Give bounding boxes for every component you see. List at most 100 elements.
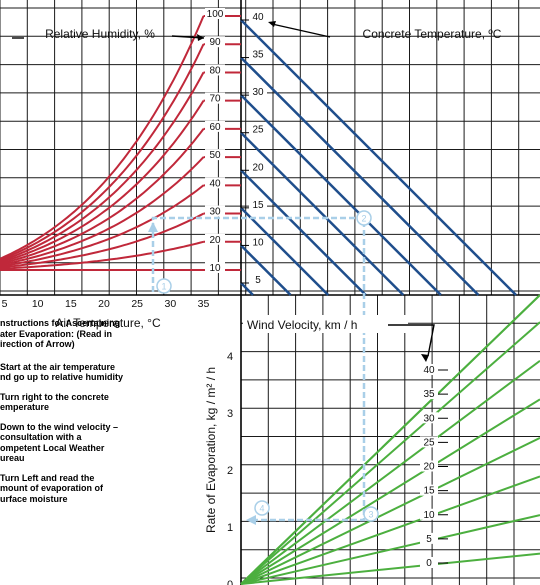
- rh-curve: [0, 128, 205, 265]
- concrete-temp-tick-label: 10: [252, 237, 264, 248]
- wind-tick-bg: [420, 557, 438, 568]
- rh-tick-label: 40: [209, 178, 221, 189]
- rh-tick-label: 10: [209, 263, 221, 274]
- concrete-temp-line: [240, 56, 480, 296]
- air-temp-tick-label: 5: [2, 298, 8, 310]
- concrete-tick-bg: [249, 198, 267, 210]
- evaporation-axis-label: Rate of Evaporation, kg / m² / h: [204, 367, 218, 533]
- wind-tick-bg: [420, 484, 438, 496]
- wind-tick-bg: [420, 388, 438, 400]
- rh-curve: [0, 184, 205, 268]
- wind-tick-bg: [420, 436, 438, 448]
- wind-label-arrowhead: [421, 354, 429, 362]
- rh-tick-bg: [205, 8, 225, 19]
- wind-velocity-line: [240, 359, 540, 585]
- wind-tick-bg: [420, 460, 438, 472]
- example-path: 1 2 3 4: [148, 210, 379, 525]
- rh-axis-label: Relative Humidity, %: [45, 27, 155, 41]
- concrete-temp-tick-label: 15: [252, 200, 264, 211]
- wind-tick-bg: [420, 508, 438, 520]
- wind-velocity-tick-label: 5: [426, 534, 432, 545]
- relative-humidity-curves: [0, 15, 241, 271]
- rh-tick-bg: [205, 120, 225, 132]
- rh-curve: [0, 156, 205, 267]
- instructions-panel: nstructions for Ascertaining ater Evapor…: [0, 318, 205, 513]
- wind-velocity-line: [240, 398, 540, 585]
- rh-curve: [0, 240, 204, 270]
- rh-label-arrowhead: [197, 34, 204, 41]
- concrete-label-arrowhead: [268, 21, 276, 27]
- wind-velocity-line: [240, 294, 540, 585]
- rh-tick-bg: [205, 149, 225, 161]
- rh-tick-label: 80: [209, 65, 221, 76]
- rh-tick-bg: [205, 205, 225, 217]
- air-temp-tick-label: 35: [198, 298, 210, 310]
- air-temp-tick-label: 10: [32, 298, 44, 310]
- wind-velocity-line: [240, 436, 540, 585]
- wind-tick-bg: [420, 412, 438, 424]
- wind-velocity-tick-label: 10: [423, 510, 435, 521]
- concrete-temp-axis-label: Concrete Temperature, ºC: [363, 27, 502, 41]
- concrete-temp-tick-label: 30: [252, 87, 264, 98]
- rh-curve: [0, 15, 205, 260]
- example-path-step-label: 1: [161, 282, 166, 292]
- evaporation-tick-label: 4: [227, 351, 233, 363]
- concrete-tick-bg: [249, 48, 267, 60]
- wind-label-bg: [243, 315, 408, 333]
- rh-curve: [0, 212, 204, 269]
- instructions-heading: nstructions for Ascertaining ater Evapor…: [0, 318, 121, 349]
- concrete-tick-bg: [249, 274, 267, 285]
- wind-velocity-tick-label: 40: [423, 365, 435, 376]
- wind-velocity-tick-label: 35: [423, 389, 435, 400]
- wind-velocity-tick-label: 25: [423, 437, 435, 448]
- instruction-step-3: Down to the wind velocity – consultation…: [0, 421, 119, 464]
- wind-velocity-line: [240, 514, 540, 585]
- rh-tick-bg: [205, 233, 225, 245]
- concrete-temp-line: [240, 19, 517, 296]
- example-path-step-label: 3: [368, 510, 373, 520]
- wind-velocity-tick-label: 20: [423, 462, 435, 473]
- wind-velocity-tick-label: 15: [423, 486, 435, 497]
- concrete-temp-tick-label: 35: [252, 50, 264, 61]
- concrete-tick-bg: [249, 161, 267, 173]
- example-path-arrowhead: [246, 515, 256, 525]
- concrete-tick-bg: [249, 123, 267, 135]
- air-temp-axis-label: Air Temperature, °C: [55, 316, 161, 330]
- wind-velocity-line: [240, 321, 540, 585]
- rh-curve: [0, 43, 205, 262]
- wind-velocity-line: [240, 475, 540, 585]
- example-path-step-label: 2: [361, 214, 366, 224]
- instruction-step-4: Turn Left and read the mount of evaporat…: [0, 472, 103, 504]
- concrete-temp-tick-label: 5: [255, 275, 261, 286]
- wind-velocity-axis-label: Wind Velocity, km / h: [247, 318, 357, 332]
- concrete-temp-line: [240, 206, 330, 296]
- rh-tick-bg: [205, 177, 225, 189]
- evaporation-tick-label: 3: [227, 408, 233, 420]
- wind-tick-bg: [420, 532, 438, 544]
- evaporation-tick-label: 0: [227, 579, 233, 585]
- example-path-arrowhead: [148, 222, 158, 232]
- example-path-step-marker: [156, 278, 172, 294]
- wind-velocity-lines: [240, 294, 540, 585]
- rh-tick-label: 60: [209, 122, 221, 133]
- concrete-temp-tick-label: 40: [252, 12, 264, 23]
- evaporation-tick-label: 2: [227, 465, 233, 477]
- wind-velocity-tick-label: 0: [426, 558, 432, 569]
- example-path-step-marker: [363, 506, 379, 522]
- example-path-step-label: 4: [259, 504, 264, 514]
- rh-curve: [0, 100, 205, 264]
- example-path-step-marker: [356, 210, 372, 226]
- rh-tick-bg: [205, 92, 225, 104]
- concrete-tick-bg: [249, 236, 267, 248]
- wind-velocity-line: [240, 552, 540, 585]
- rh-tick-bg: [205, 36, 225, 48]
- wind-label-arrow: [388, 324, 435, 357]
- air-temp-tick-label: 20: [98, 298, 110, 310]
- air-temp-tick-label: 15: [65, 298, 77, 310]
- concrete-temp-line: [240, 169, 367, 296]
- rh-tick-label: 50: [209, 150, 221, 161]
- instruction-step-1: Start at the air temperature nd go up to…: [0, 361, 124, 383]
- concrete-temperature-lines: [240, 19, 517, 296]
